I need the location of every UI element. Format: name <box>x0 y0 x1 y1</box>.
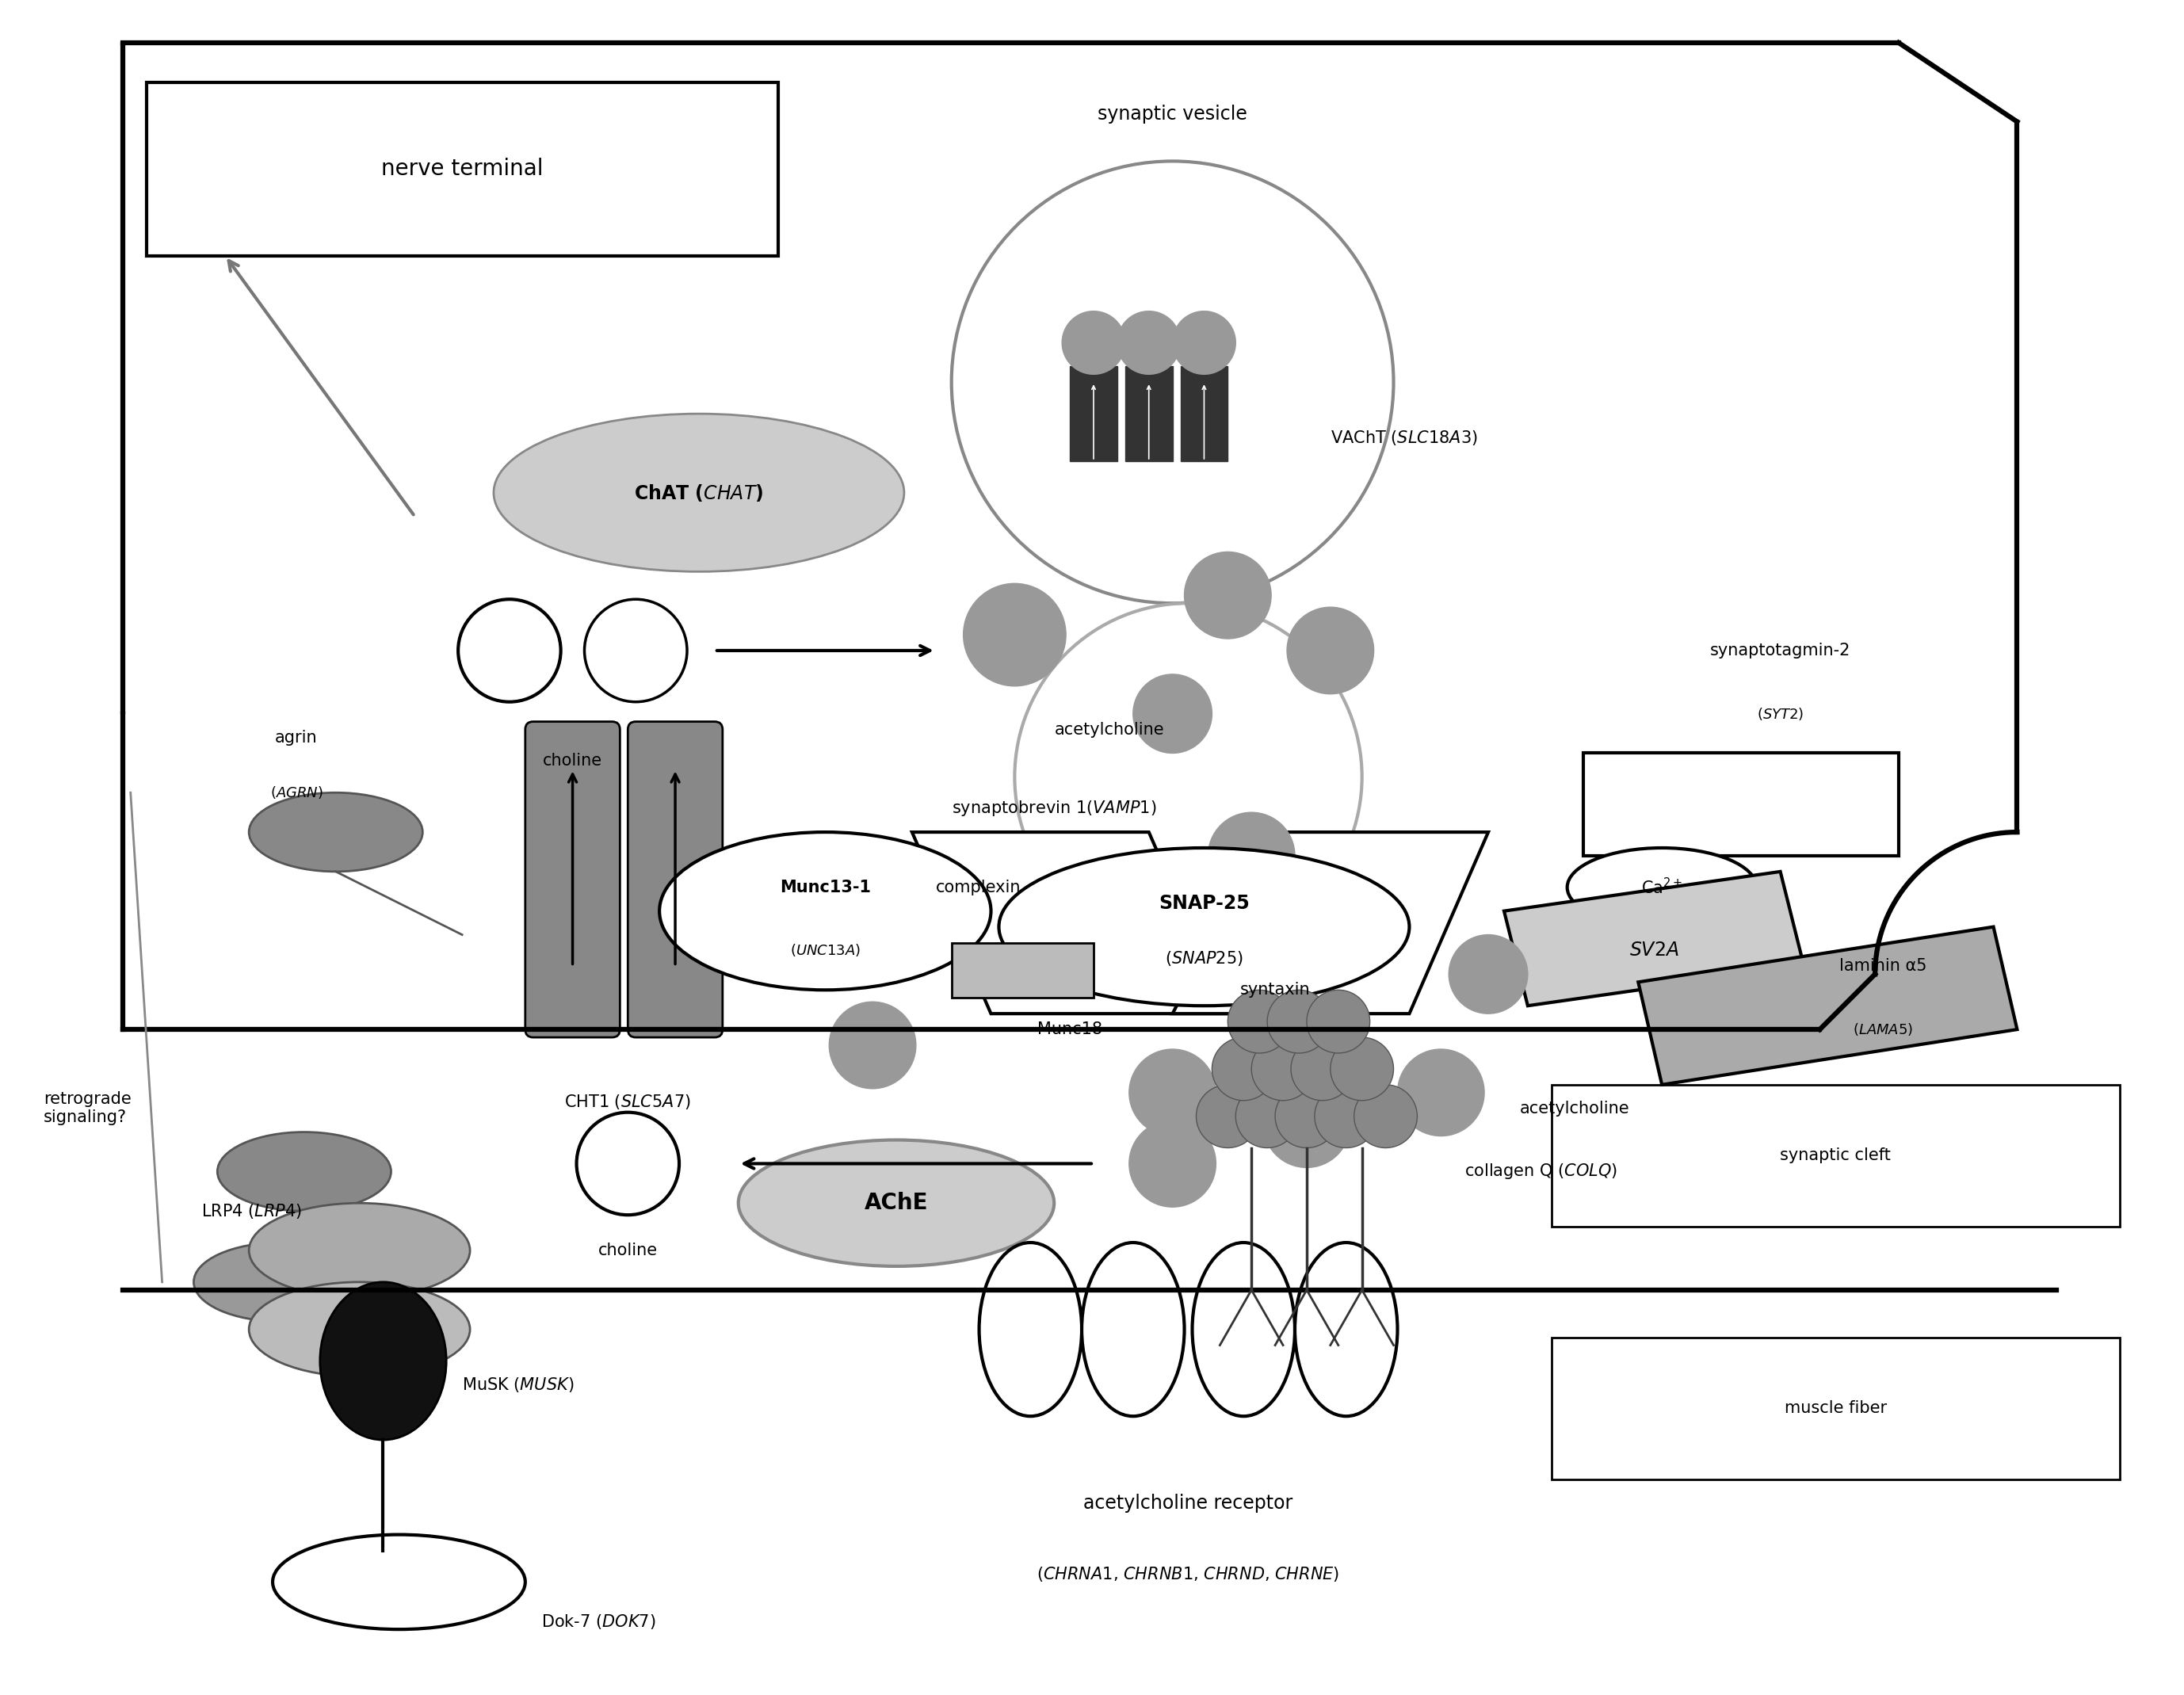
Text: agrin: agrin <box>275 729 317 746</box>
Text: ($\it{SNAP25}$): ($\it{SNAP25}$) <box>1164 949 1243 968</box>
Ellipse shape <box>494 414 904 571</box>
Bar <box>952 942 1094 998</box>
FancyBboxPatch shape <box>146 83 778 256</box>
Text: complexin: complexin <box>935 880 1020 895</box>
Text: Munc13-1: Munc13-1 <box>780 880 871 895</box>
Ellipse shape <box>1568 848 1756 927</box>
FancyBboxPatch shape <box>627 722 723 1037</box>
Text: muscle fiber: muscle fiber <box>1784 1400 1887 1417</box>
Circle shape <box>1330 1037 1393 1100</box>
Ellipse shape <box>1192 1242 1295 1417</box>
Bar <box>1583 753 1898 856</box>
Text: retrograde
signaling?: retrograde signaling? <box>44 1092 131 1125</box>
Ellipse shape <box>998 848 1409 1005</box>
Text: synaptic cleft: synaptic cleft <box>1780 1148 1891 1164</box>
Text: AChE: AChE <box>865 1192 928 1214</box>
Text: acetylcholine receptor: acetylcholine receptor <box>1083 1493 1293 1512</box>
Text: ChAT ($\it{CHAT}$): ChAT ($\it{CHAT}$) <box>633 483 764 503</box>
Text: ($\it{LAMA5}$): ($\it{LAMA5}$) <box>1852 1022 1913 1037</box>
Circle shape <box>1354 1085 1417 1148</box>
Text: collagen Q ($\it{COLQ}$): collagen Q ($\it{COLQ}$) <box>1465 1163 1618 1181</box>
Text: ($\it{CHRNA1}$, $\it{CHRNB1}$, $\it{CHRND}$, $\it{CHRNE}$): ($\it{CHRNA1}$, $\it{CHRNB1}$, $\it{CHRN… <box>1037 1564 1339 1583</box>
Polygon shape <box>1638 927 2018 1085</box>
Circle shape <box>1286 607 1374 693</box>
Polygon shape <box>913 832 1227 1014</box>
Text: $\it{SV2A}$: $\it{SV2A}$ <box>1629 941 1679 959</box>
Circle shape <box>1227 990 1291 1053</box>
FancyBboxPatch shape <box>1551 1085 2121 1227</box>
FancyBboxPatch shape <box>1551 1337 2121 1480</box>
Circle shape <box>1129 1120 1216 1207</box>
Ellipse shape <box>738 1141 1055 1266</box>
Circle shape <box>1306 990 1369 1053</box>
Ellipse shape <box>660 832 992 990</box>
Circle shape <box>1236 1085 1299 1148</box>
Circle shape <box>830 1002 915 1088</box>
Ellipse shape <box>249 793 424 871</box>
Bar <box>1070 366 1118 461</box>
Circle shape <box>1212 1037 1275 1100</box>
Circle shape <box>1197 1085 1260 1148</box>
Circle shape <box>1129 1049 1216 1136</box>
Text: choline: choline <box>544 753 603 770</box>
Bar <box>1179 366 1227 461</box>
Polygon shape <box>1505 871 1804 1005</box>
Polygon shape <box>1173 832 1487 1014</box>
Circle shape <box>1061 312 1125 375</box>
Text: ($\it{UNC13A}$): ($\it{UNC13A}$) <box>791 942 860 958</box>
Circle shape <box>1251 1037 1315 1100</box>
Circle shape <box>1118 312 1179 375</box>
Text: laminin α5: laminin α5 <box>1839 958 1926 975</box>
Text: Munc18: Munc18 <box>1037 1022 1103 1037</box>
Circle shape <box>1173 312 1236 375</box>
Text: VAChT ($\it{SLC18A3}$): VAChT ($\it{SLC18A3}$) <box>1330 429 1479 446</box>
Text: SNAP-25: SNAP-25 <box>1160 893 1249 912</box>
Text: synaptotagmin-2: synaptotagmin-2 <box>1710 642 1850 658</box>
Text: ($\it{AGRN}$): ($\it{AGRN}$) <box>271 785 323 800</box>
FancyBboxPatch shape <box>524 722 620 1037</box>
Text: CHT1 ($\it{SLC5A7}$): CHT1 ($\it{SLC5A7}$) <box>563 1093 690 1110</box>
Ellipse shape <box>194 1242 367 1322</box>
Circle shape <box>1133 675 1212 753</box>
Circle shape <box>1267 990 1330 1053</box>
Ellipse shape <box>249 1281 470 1376</box>
Circle shape <box>1275 1085 1339 1148</box>
Circle shape <box>1398 1049 1485 1136</box>
Text: choline: choline <box>598 1242 657 1258</box>
Circle shape <box>963 583 1066 686</box>
Text: syntaxin: syntaxin <box>1241 981 1310 998</box>
Text: Ca$^{2+}$: Ca$^{2+}$ <box>1640 878 1682 897</box>
Text: acetylcholine: acetylcholine <box>1055 722 1164 737</box>
Ellipse shape <box>1295 1242 1398 1417</box>
Text: nerve terminal: nerve terminal <box>380 158 544 180</box>
Ellipse shape <box>218 1132 391 1210</box>
Text: LRP4 ($\it{LRP4}$): LRP4 ($\it{LRP4}$) <box>201 1202 301 1220</box>
Ellipse shape <box>978 1242 1081 1417</box>
Circle shape <box>1315 1085 1378 1148</box>
Circle shape <box>1262 1081 1350 1168</box>
Ellipse shape <box>321 1281 446 1439</box>
Text: MuSK ($\it{MUSK}$): MuSK ($\it{MUSK}$) <box>463 1376 574 1393</box>
Bar <box>1125 366 1173 461</box>
Text: ($\it{SYT2}$): ($\it{SYT2}$) <box>1756 705 1804 722</box>
Text: synaptobrevin 1($\it{VAMP1}$): synaptobrevin 1($\it{VAMP1}$) <box>952 798 1155 819</box>
Circle shape <box>1208 812 1295 900</box>
Circle shape <box>1448 934 1529 1014</box>
Circle shape <box>1291 1037 1354 1100</box>
Text: synaptic vesicle: synaptic vesicle <box>1099 105 1247 124</box>
Ellipse shape <box>249 1203 470 1298</box>
Ellipse shape <box>273 1534 524 1629</box>
Text: acetylcholine: acetylcholine <box>1520 1100 1629 1117</box>
Ellipse shape <box>1081 1242 1184 1417</box>
Text: Dok-7 ($\it{DOK7}$): Dok-7 ($\it{DOK7}$) <box>542 1612 655 1631</box>
Circle shape <box>1184 553 1271 639</box>
